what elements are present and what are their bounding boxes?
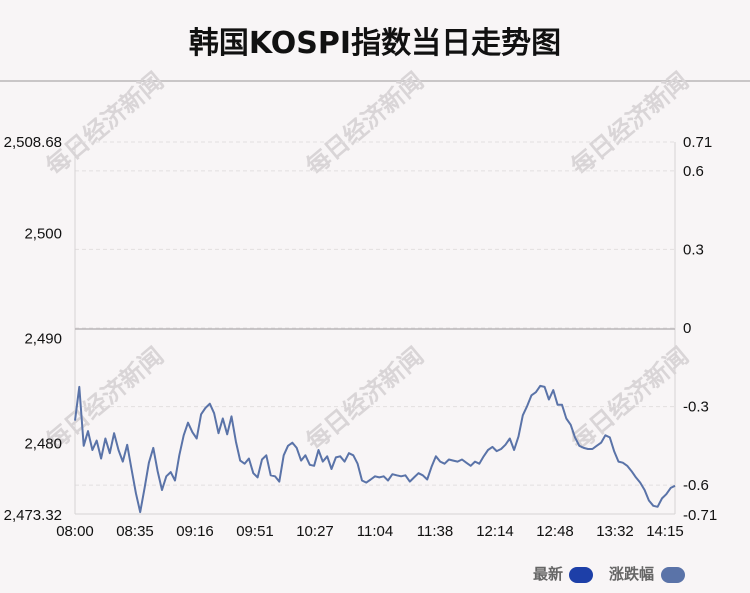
- legend-change[interactable]: 涨跌幅: [609, 563, 685, 584]
- watermark-1: 每日经济新闻: [300, 66, 429, 181]
- y-right-tick-label: 0: [683, 320, 691, 337]
- legend-latest-label: 最新: [533, 565, 564, 583]
- series-line: [74, 384, 676, 514]
- y-right-tick-label: -0.3: [683, 399, 709, 416]
- legend-latest[interactable]: 最新: [533, 563, 593, 584]
- x-tick-label: 14:15: [646, 523, 684, 540]
- y-right-tick-label: 0.6: [683, 163, 704, 180]
- legend-latest-swatch: [569, 567, 593, 583]
- chart-title: 韩国KOSPI指数当日走势图: [188, 26, 562, 61]
- x-tick-label: 12:48: [536, 523, 574, 540]
- watermark-0: 每日经济新闻: [40, 66, 169, 181]
- x-tick-label: 08:00: [56, 523, 94, 540]
- y-right-tick-label: 0.71: [683, 134, 712, 151]
- watermark-4: 每日经济新闻: [300, 341, 429, 456]
- x-tick-label: 11:04: [357, 523, 393, 540]
- x-tick-label: 10:27: [296, 523, 334, 540]
- y-left-tick-label: 2,500: [24, 225, 62, 242]
- x-tick-label: 13:32: [596, 523, 634, 540]
- y-right-tick-label: -0.71: [683, 507, 717, 524]
- y-right-tick-label: 0.3: [683, 241, 704, 258]
- y-left-tick-label: 2,473.32: [4, 507, 62, 524]
- y-left-tick-label: 2,480: [24, 436, 62, 453]
- legend-change-swatch: [661, 567, 685, 583]
- x-tick-label: 12:14: [476, 523, 514, 540]
- y-left-tick-label: 2,508.68: [4, 134, 62, 151]
- x-tick-label: 11:38: [417, 523, 453, 540]
- y-left-tick-label: 2,490: [24, 331, 62, 348]
- title-divider: [0, 80, 750, 82]
- x-tick-label: 09:16: [176, 523, 214, 540]
- y-right-tick-label: -0.6: [683, 477, 709, 494]
- x-tick-label: 08:35: [116, 523, 154, 540]
- x-tick-label: 09:51: [236, 523, 274, 540]
- legend-change-label: 涨跌幅: [609, 565, 655, 583]
